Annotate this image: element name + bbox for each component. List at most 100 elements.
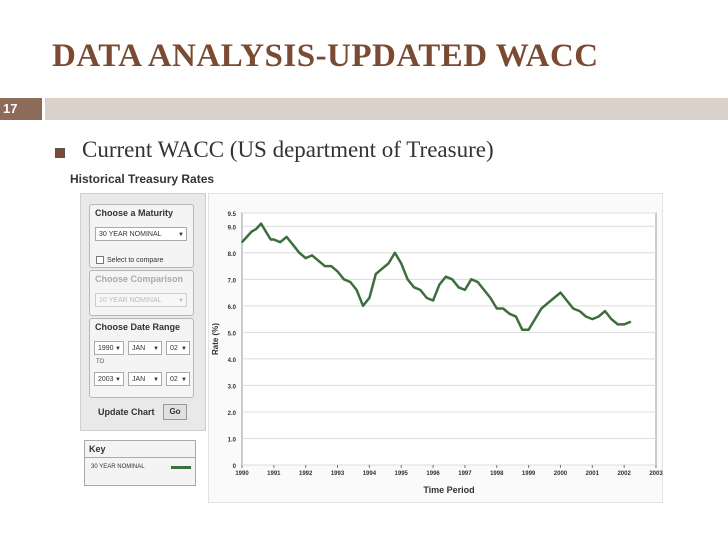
compare-checkbox[interactable]: Select to compare <box>96 256 163 264</box>
slide-title: DATA ANALYSIS-UPDATED WACC <box>52 38 599 74</box>
comparison-label: Choose Comparison <box>95 274 184 284</box>
data-point <box>616 323 619 326</box>
data-point <box>432 299 434 302</box>
data-point <box>298 251 301 254</box>
data-point <box>585 315 587 318</box>
data-point <box>610 318 613 320</box>
data-point <box>495 307 498 310</box>
data-point <box>425 297 428 299</box>
data-point <box>260 222 262 225</box>
data-point <box>464 289 466 291</box>
data-point <box>311 254 313 257</box>
data-point <box>438 283 441 286</box>
maturity-group: Choose a Maturity 30 YEAR NOMINAL ▼ Selec… <box>89 204 194 268</box>
x-tick-label: 1998 <box>490 471 504 477</box>
maturity-label: Choose a Maturity <box>95 208 174 218</box>
data-point <box>578 310 581 312</box>
y-tick-label: 8.0 <box>228 252 237 258</box>
data-point <box>343 278 345 281</box>
to-day-select[interactable]: 02 ▼ <box>166 372 190 386</box>
to-month-select[interactable]: JAN ▼ <box>128 372 162 386</box>
to-year-select[interactable]: 2003 ▼ <box>94 372 124 386</box>
x-tick-label: 2001 <box>586 471 600 477</box>
chevron-down-icon: ▼ <box>153 346 159 352</box>
data-point <box>521 328 524 331</box>
update-chart-label: Update Chart <box>98 407 155 417</box>
maturity-select[interactable]: 30 YEAR NOMINAL ▼ <box>95 227 187 241</box>
key-swatch <box>171 466 191 469</box>
x-tick-label: 1996 <box>426 471 440 477</box>
x-axis-label: Time Period <box>423 485 474 495</box>
panel-title: Historical Treasury Rates <box>70 172 215 186</box>
bullet-icon <box>55 148 65 158</box>
slide-number: 17 <box>0 98 42 120</box>
data-point <box>241 241 243 243</box>
y-tick-label: 7.0 <box>228 278 237 284</box>
data-point <box>330 265 332 267</box>
data-point <box>623 323 625 326</box>
chevron-down-icon: ▼ <box>178 298 184 304</box>
title-rule <box>45 98 728 120</box>
data-point <box>445 275 447 278</box>
series-line <box>241 222 631 331</box>
data-point <box>265 230 267 233</box>
data-point <box>591 318 594 320</box>
from-day-select[interactable]: 02 ▼ <box>166 341 190 355</box>
data-point <box>304 257 307 259</box>
data-point <box>400 262 403 265</box>
go-button[interactable]: Go <box>163 404 187 420</box>
to-label: TO <box>96 359 105 365</box>
data-point <box>374 273 377 275</box>
comparison-group: Choose Comparison 10 YEAR NOMINAL ▼ <box>89 270 194 316</box>
data-point <box>381 267 383 270</box>
data-point <box>470 278 473 281</box>
date-range-label: Choose Date Range <box>95 322 181 332</box>
plot-area <box>241 212 657 466</box>
data-point <box>368 297 371 299</box>
from-month-select[interactable]: JAN ▼ <box>128 341 162 355</box>
data-point <box>457 286 460 289</box>
x-tick-label: 1991 <box>267 471 281 477</box>
data-point <box>292 244 294 246</box>
x-tick-label: 1999 <box>522 471 536 477</box>
chevron-down-icon: ▼ <box>181 377 187 383</box>
date-range-group: Choose Date Range 1990 ▼ JAN ▼ 02 ▼ TO 2003… <box>89 318 194 398</box>
chevron-down-icon: ▼ <box>181 346 187 352</box>
treasury-rate-chart: 0 1.0 2.0 3.0 4.0 5.0 6.0 7.0 8.0 9.0 9.5 1990 1991 1… <box>207 192 664 504</box>
x-tick-label: 1995 <box>395 471 409 477</box>
data-point <box>572 307 574 310</box>
data-point <box>269 238 272 241</box>
data-point <box>566 299 568 302</box>
key-entry-label: 30 YEAR NOMINAL <box>91 464 145 470</box>
data-point <box>250 230 253 233</box>
chevron-down-icon: ▼ <box>153 377 159 383</box>
y-tick-label: 1.0 <box>228 437 237 443</box>
comparison-select[interactable]: 10 YEAR NOMINAL ▼ <box>95 293 187 307</box>
data-point <box>355 289 358 291</box>
data-point <box>406 278 409 281</box>
chevron-down-icon: ▼ <box>178 232 184 238</box>
x-tick-label: 1997 <box>458 471 472 477</box>
chevron-down-icon: ▼ <box>115 346 121 352</box>
data-point <box>349 281 352 283</box>
data-point <box>419 289 422 291</box>
x-tick-label: 1990 <box>235 471 249 477</box>
data-point <box>285 236 288 238</box>
x-tick-label: 1992 <box>299 471 313 477</box>
key-box: Key 30 YEAR NOMINAL <box>84 440 196 486</box>
data-point <box>597 315 600 318</box>
chart-area: 0 1.0 2.0 3.0 4.0 5.0 6.0 7.0 8.0 9.0 9.5 1990 1991 1… <box>207 192 664 504</box>
data-point <box>317 259 320 262</box>
data-point <box>534 318 536 320</box>
data-point <box>279 241 282 243</box>
data-point <box>629 320 632 323</box>
data-point <box>546 302 549 304</box>
data-point <box>559 291 562 294</box>
data-point <box>362 305 364 307</box>
from-year-select[interactable]: 1990 ▼ <box>94 341 124 355</box>
y-tick-label: 9.5 <box>228 212 237 218</box>
data-point <box>451 278 453 281</box>
data-point <box>394 251 396 254</box>
data-point <box>527 328 530 331</box>
y-tick-label: 4.0 <box>228 358 237 364</box>
